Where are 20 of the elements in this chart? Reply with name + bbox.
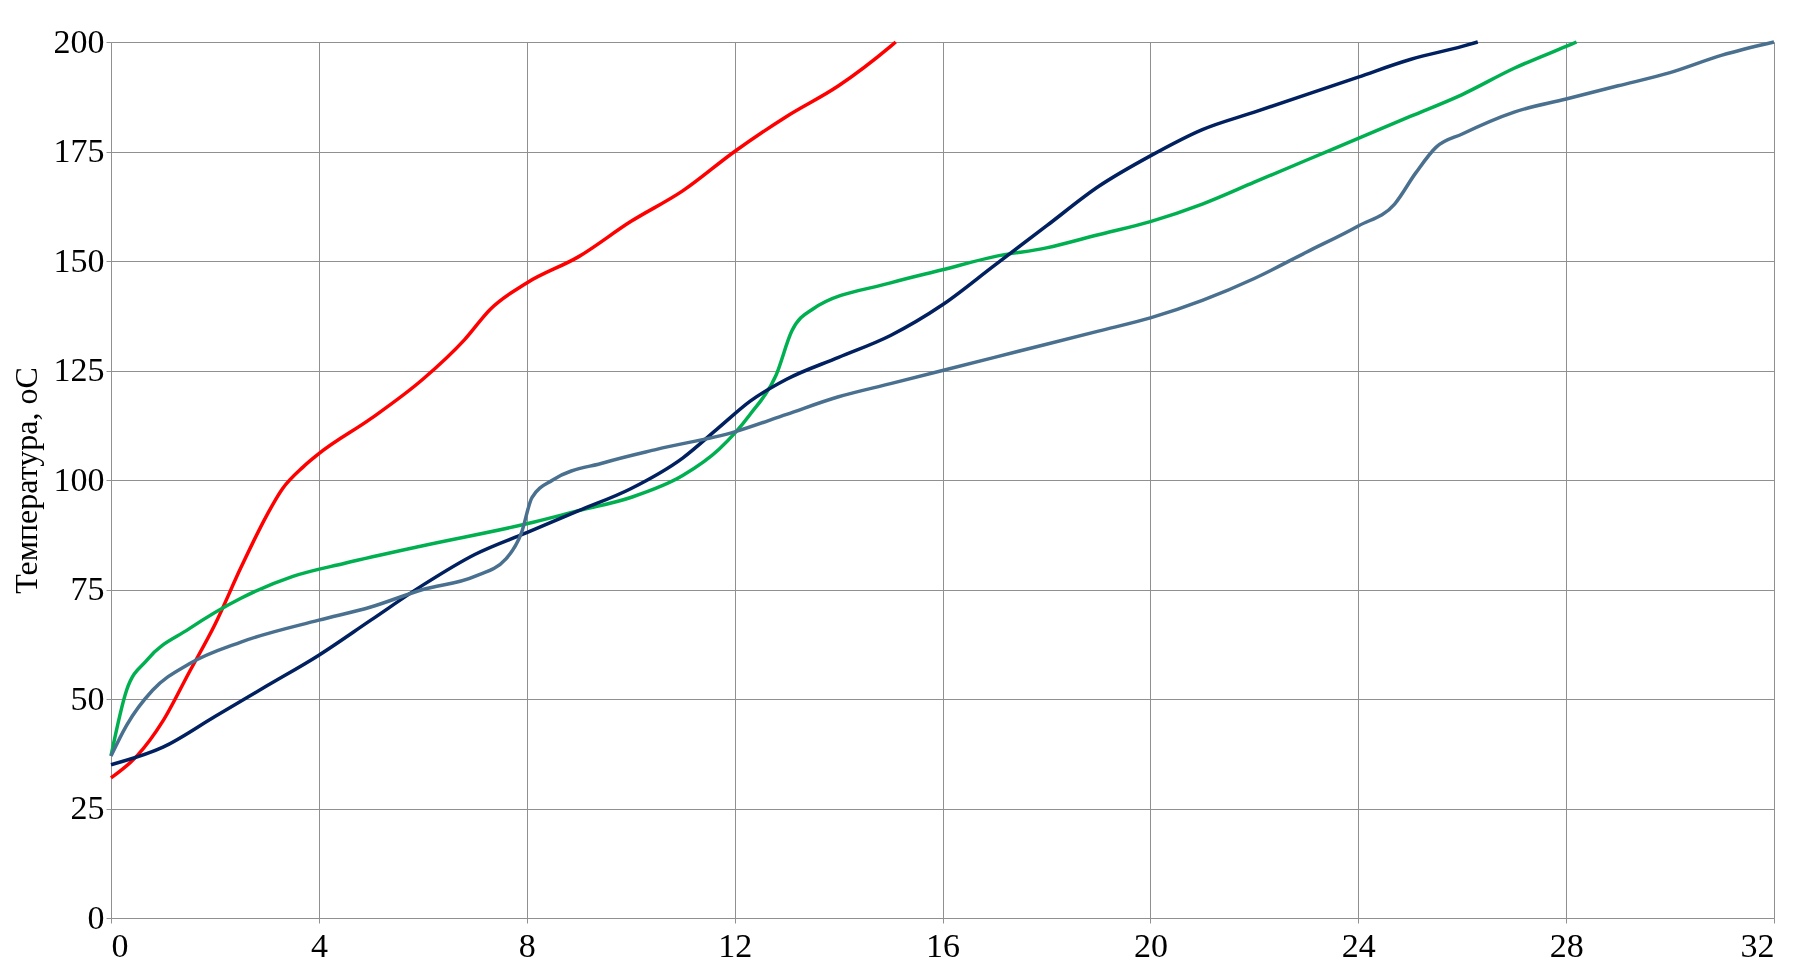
x-tick-label: 32 [1740, 926, 1775, 964]
x-tick-label: 28 [1549, 926, 1584, 964]
y-tick-label: 75 [70, 570, 105, 607]
y-tick-label: 200 [53, 22, 105, 60]
y-tick-label: 175 [53, 132, 105, 169]
x-tick-label: 24 [1341, 926, 1376, 964]
x-tick-label: 20 [1133, 926, 1168, 964]
x-tick-label: 0 [111, 926, 129, 964]
y-tick-label: 125 [53, 351, 105, 388]
y-tick-label: 50 [70, 679, 105, 717]
y-tick-label: 0 [87, 898, 105, 936]
x-tick-label: 4 [310, 926, 328, 964]
line-series [109, 40, 898, 780]
x-tick-label: 16 [926, 926, 960, 964]
y-tick-label: 150 [53, 241, 105, 279]
y-tick-label: 25 [70, 789, 105, 826]
x-tick-label: 12 [718, 926, 753, 964]
x-tick-label: 8 [518, 926, 536, 964]
y-tick-label: 100 [53, 460, 105, 498]
y-axis-title: Температура, оС [7, 367, 44, 594]
